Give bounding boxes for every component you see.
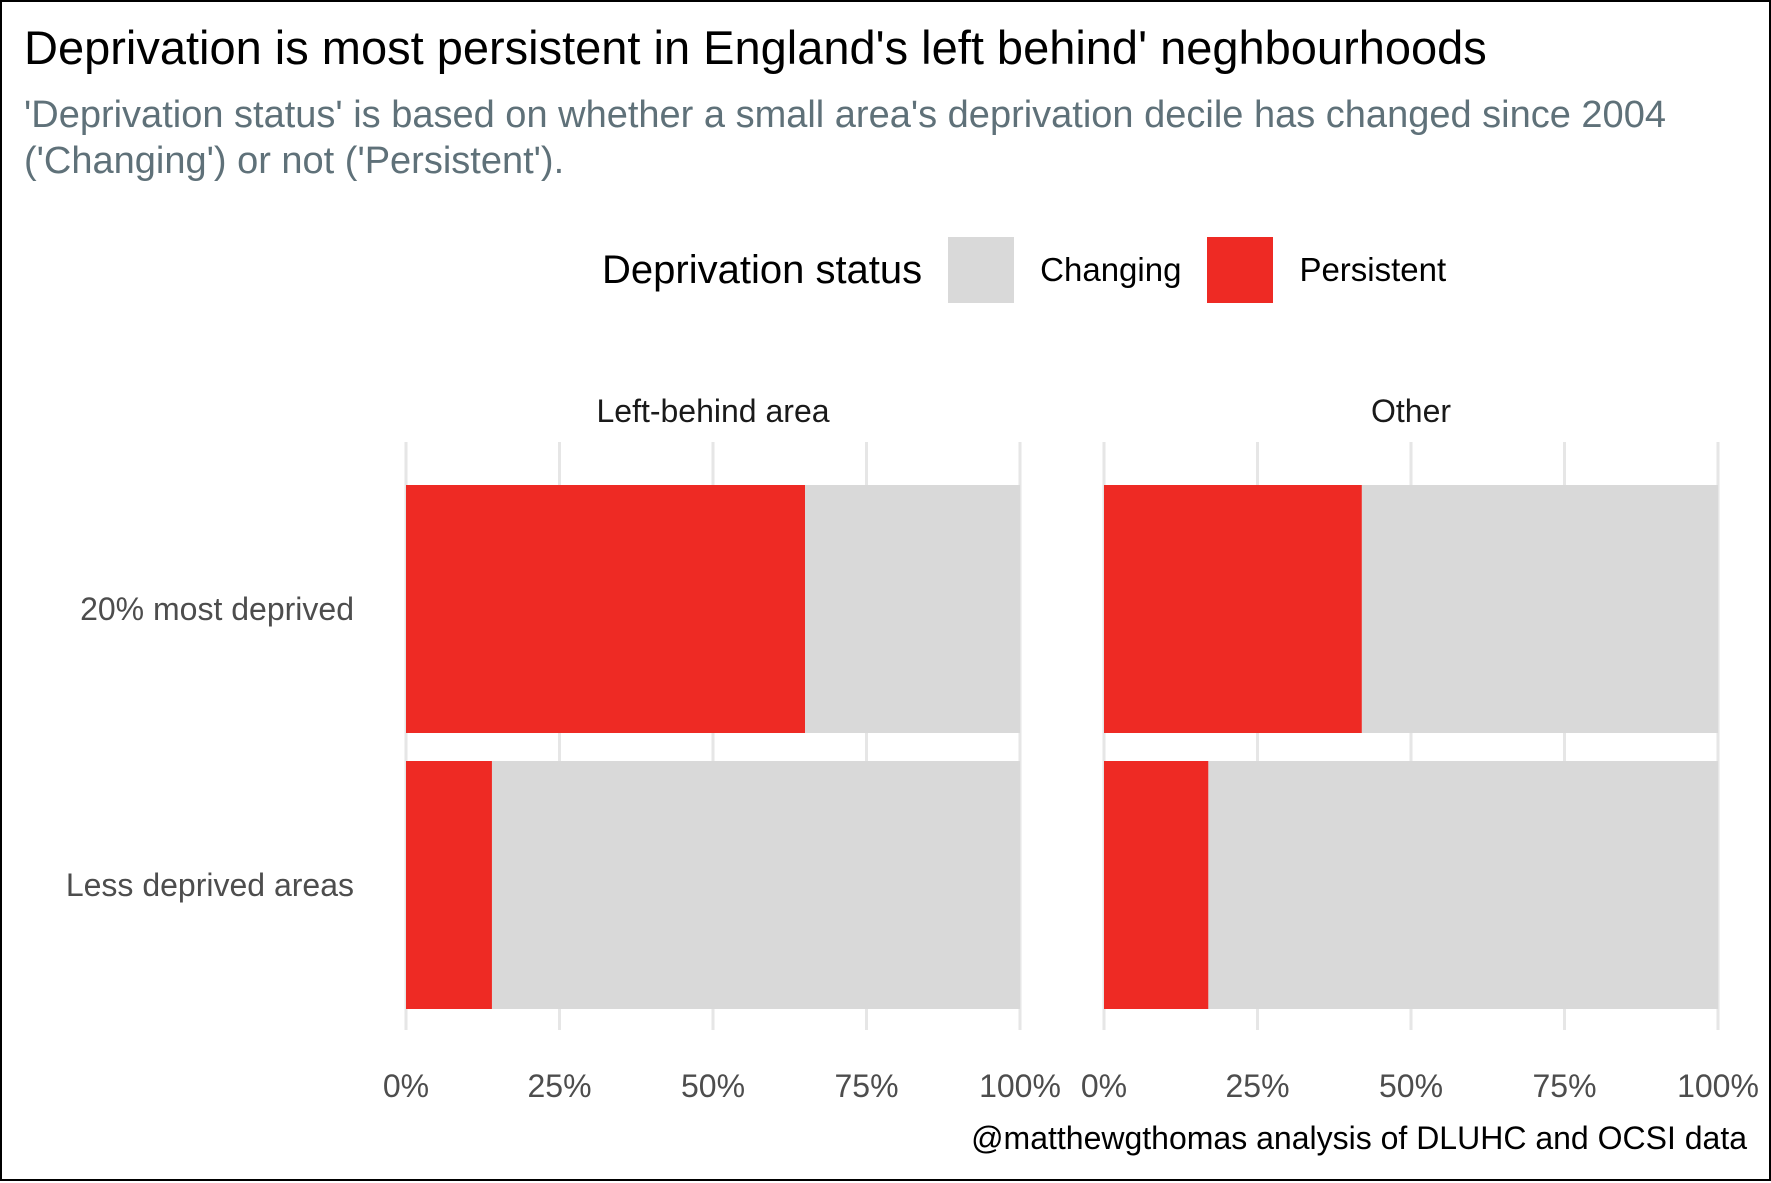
x-tick-label-left-behind-area-0: 0%: [383, 1068, 429, 1104]
x-tick-label-other-1: 25%: [1225, 1068, 1289, 1104]
legend-title: Deprivation status: [602, 247, 923, 292]
x-tick-label-other-4: 100%: [1677, 1068, 1759, 1104]
chart-title: Deprivation is most persistent in Englan…: [24, 21, 1487, 74]
bar-other-20-most-deprived-persistent: [1104, 485, 1362, 733]
bar-left-behind-area-less-deprived-areas-persistent: [406, 761, 492, 1009]
bar-left-behind-area-less-deprived-areas-changing: [491, 761, 1021, 1009]
x-tick-label-left-behind-area-3: 75%: [834, 1068, 898, 1104]
bar-left-behind-area-20-most-deprived-persistent: [406, 485, 806, 733]
facet-label-other: Other: [1371, 393, 1451, 429]
legend-label-changing: Changing: [1040, 251, 1182, 288]
x-tick-label-other-3: 75%: [1532, 1068, 1596, 1104]
facet-label-left-behind-area: Left-behind area: [596, 393, 829, 429]
bar-other-less-deprived-areas-changing: [1208, 761, 1718, 1009]
legend: Deprivation status Changing Persistent: [602, 237, 1472, 303]
y-tick-label-less-deprived-areas: Less deprived areas: [66, 867, 354, 903]
x-tick-label-left-behind-area-4: 100%: [979, 1068, 1061, 1104]
y-tick-label-20-most-deprived: 20% most deprived: [80, 591, 354, 627]
bar-left-behind-area-20-most-deprived-changing: [805, 485, 1020, 733]
x-tick-label-left-behind-area-2: 50%: [681, 1068, 745, 1104]
x-tick-label-left-behind-area-1: 25%: [527, 1068, 591, 1104]
bar-other-less-deprived-areas-persistent: [1104, 761, 1209, 1009]
legend-swatch-persistent: [1207, 237, 1274, 303]
chart-subtitle: 'Deprivation status' is based on whether…: [24, 94, 1666, 182]
x-tick-label-other-0: 0%: [1081, 1068, 1127, 1104]
legend-item-persistent: Persistent: [1207, 237, 1446, 303]
x-tick-label-other-2: 50%: [1379, 1068, 1443, 1104]
bar-other-20-most-deprived-changing: [1361, 485, 1718, 733]
chart-caption: @matthewgthomas analysis of DLUHC and OC…: [971, 1120, 1747, 1156]
legend-item-changing: Changing: [948, 237, 1181, 303]
legend-swatch-changing: [948, 237, 1015, 303]
legend-label-persistent: Persistent: [1299, 251, 1447, 288]
